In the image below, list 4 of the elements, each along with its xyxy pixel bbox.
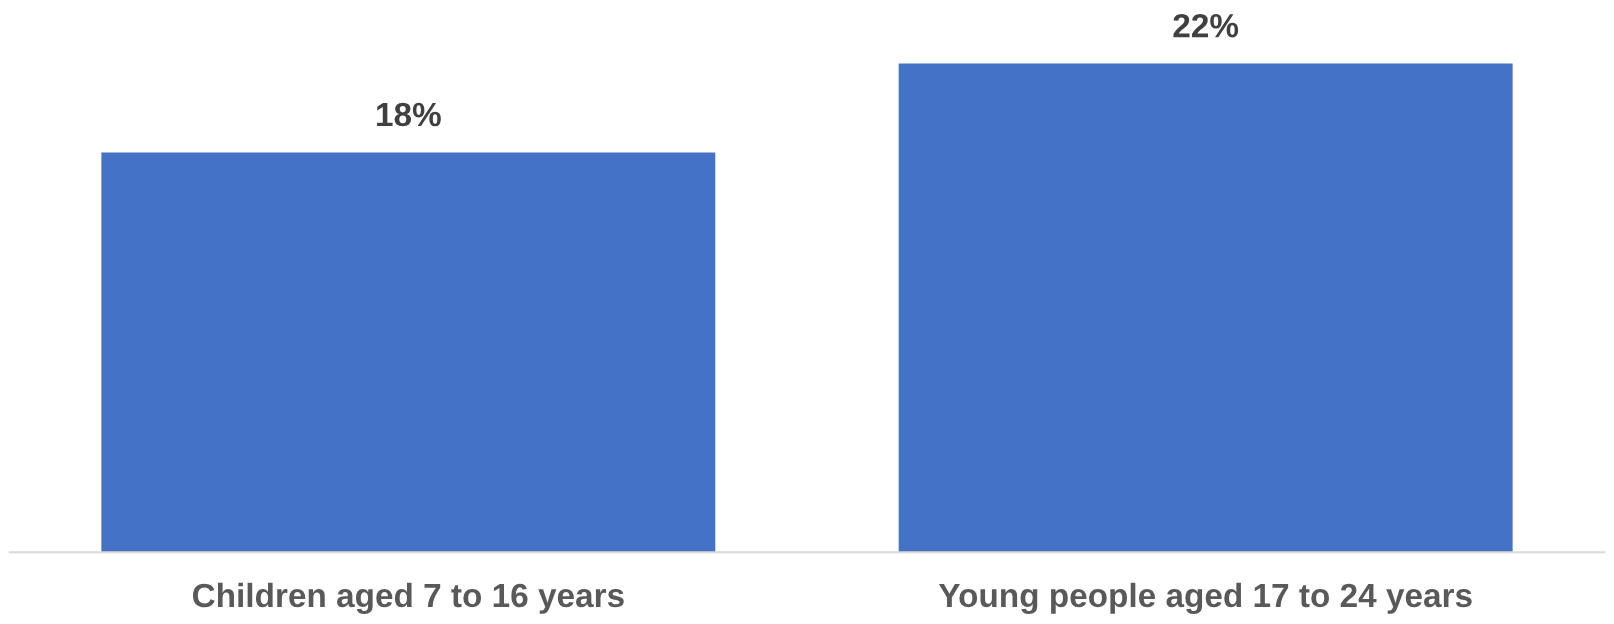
- data-label: 18%: [377, 102, 441, 127]
- x-tick-label: Children aged 7 to 16 years: [192, 582, 624, 615]
- data-label: 22%: [1173, 13, 1239, 38]
- x-tick-label: Young people aged 17 to 24 years: [938, 582, 1472, 615]
